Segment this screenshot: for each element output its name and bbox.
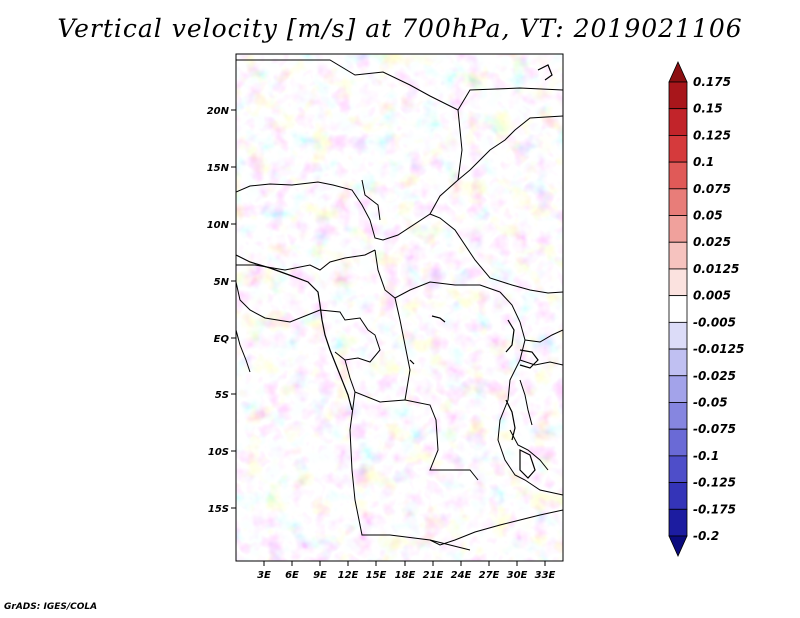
- colorbar-segment: [668, 455, 688, 483]
- colorbar: 0.175 0.15 0.125 0.1 0.075 0.05 0.025 0.0125 0.0…: [668, 61, 744, 557]
- colorbar-segment: [668, 135, 688, 163]
- lat-label: 15S: [208, 504, 229, 515]
- colorbar-label: -0.125: [693, 476, 736, 490]
- lon-label: 15E: [366, 570, 387, 581]
- country-boundaries: [236, 59, 563, 551]
- colorbar-label: -0.1: [693, 449, 719, 463]
- colorbar-segment: [668, 241, 688, 270]
- lat-label: EQ: [214, 334, 230, 345]
- colorbar-segment: [668, 81, 688, 110]
- coastlines: [236, 64, 553, 479]
- colorbar-segment: [668, 188, 688, 216]
- lat-axis: [231, 109, 236, 509]
- colorbar-label: 0.15: [693, 102, 723, 116]
- colorbar-label: 0.0125: [693, 262, 739, 276]
- colorbar-label: -0.0125: [693, 342, 744, 356]
- colorbar-segment: [668, 375, 688, 403]
- credit-text: GrADS: IGES/COLA: [4, 602, 98, 612]
- velocity-field: [236, 54, 563, 561]
- colorbar-segment: [668, 348, 688, 377]
- lat-label: 10N: [207, 220, 230, 231]
- lon-label: 12E: [338, 570, 359, 581]
- map-title: Vertical velocity [m/s] at 700hPa, VT: 2…: [57, 14, 743, 43]
- lon-labels: 3E 6E 9E 12E 15E 18E 21E 24E 27E 30E 33E: [257, 570, 555, 581]
- lon-label: 33E: [535, 570, 556, 581]
- lon-label: 27E: [479, 570, 500, 581]
- colorbar-label: -0.075: [693, 422, 736, 436]
- colorbar-label: -0.175: [693, 502, 736, 516]
- colorbar-segment: [668, 535, 688, 557]
- lat-labels: 20N 15N 10N 5N EQ 5S 10S 15S: [207, 106, 230, 515]
- lon-axis: [263, 561, 546, 566]
- colorbar-segment: [668, 215, 688, 243]
- colorbar-label: 0.175: [693, 75, 731, 89]
- colorbar-segment: [668, 321, 688, 350]
- colorbar-label: -0.05: [693, 395, 728, 409]
- lat-label: 5S: [215, 390, 229, 401]
- colorbar-segment: [668, 402, 688, 430]
- colorbar-label: 0.1: [693, 155, 714, 169]
- lon-label: 18E: [395, 570, 416, 581]
- colorbar-label: 0.025: [693, 235, 731, 249]
- lon-label: 6E: [285, 570, 299, 581]
- colorbar-segment: [668, 508, 688, 537]
- colorbar-segment: [668, 161, 688, 190]
- colorbar-segment: [668, 295, 688, 323]
- colorbar-label: -0.005: [693, 315, 736, 329]
- plot-frame: [235, 53, 564, 562]
- colorbar-label: 0.075: [693, 182, 731, 196]
- lat-label: 15N: [207, 163, 230, 174]
- colorbar-label: -0.2: [693, 529, 719, 543]
- lon-label: 3E: [257, 570, 271, 581]
- colorbar-segment: [668, 268, 688, 297]
- colorbar-label: 0.125: [693, 128, 731, 142]
- lon-label: 9E: [313, 570, 327, 581]
- lat-label: 20N: [207, 106, 230, 117]
- colorbar-segment: [668, 61, 688, 83]
- colorbar-segment: [668, 482, 688, 510]
- colorbar-label: 0.05: [693, 209, 723, 223]
- colorbar-label: -0.025: [693, 369, 736, 383]
- colorbar-label: 0.005: [693, 289, 731, 303]
- lon-label: 21E: [423, 570, 444, 581]
- colorbar-segment: [668, 108, 688, 136]
- lat-label: 10S: [208, 447, 229, 458]
- lon-label: 24E: [451, 570, 472, 581]
- colorbar-segment: [668, 428, 688, 457]
- lon-label: 30E: [507, 570, 528, 581]
- lat-label: 5N: [214, 277, 230, 288]
